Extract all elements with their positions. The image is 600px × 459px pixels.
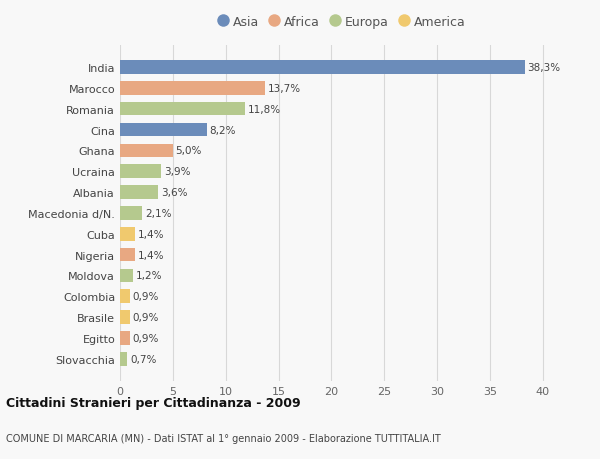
Bar	[120, 269, 133, 283]
Bar	[120, 228, 135, 241]
Text: 0,9%: 0,9%	[132, 291, 158, 302]
Bar	[120, 352, 127, 366]
Bar	[120, 331, 130, 345]
Bar	[120, 123, 206, 137]
Text: 8,2%: 8,2%	[209, 125, 236, 135]
Text: 0,9%: 0,9%	[132, 333, 158, 343]
Text: 5,0%: 5,0%	[176, 146, 202, 156]
Text: Cittadini Stranieri per Cittadinanza - 2009: Cittadini Stranieri per Cittadinanza - 2…	[6, 396, 301, 409]
Bar	[120, 207, 142, 220]
Bar	[120, 165, 161, 179]
Text: 1,2%: 1,2%	[136, 271, 162, 281]
Text: 0,9%: 0,9%	[132, 313, 158, 322]
Text: 1,4%: 1,4%	[137, 250, 164, 260]
Text: COMUNE DI MARCARIA (MN) - Dati ISTAT al 1° gennaio 2009 - Elaborazione TUTTITALI: COMUNE DI MARCARIA (MN) - Dati ISTAT al …	[6, 433, 441, 442]
Bar	[120, 82, 265, 95]
Bar	[120, 311, 130, 324]
Text: 2,1%: 2,1%	[145, 208, 172, 218]
Text: 11,8%: 11,8%	[247, 105, 281, 114]
Bar	[120, 61, 525, 75]
Text: 0,7%: 0,7%	[130, 354, 157, 364]
Text: 38,3%: 38,3%	[527, 63, 560, 73]
Bar	[120, 248, 135, 262]
Bar	[120, 144, 173, 158]
Legend: Asia, Africa, Europa, America: Asia, Africa, Europa, America	[214, 12, 470, 33]
Bar	[120, 186, 158, 199]
Text: 13,7%: 13,7%	[268, 84, 301, 94]
Text: 3,6%: 3,6%	[161, 188, 187, 198]
Text: 1,4%: 1,4%	[137, 229, 164, 239]
Bar	[120, 290, 130, 303]
Text: 3,9%: 3,9%	[164, 167, 190, 177]
Bar	[120, 103, 245, 116]
